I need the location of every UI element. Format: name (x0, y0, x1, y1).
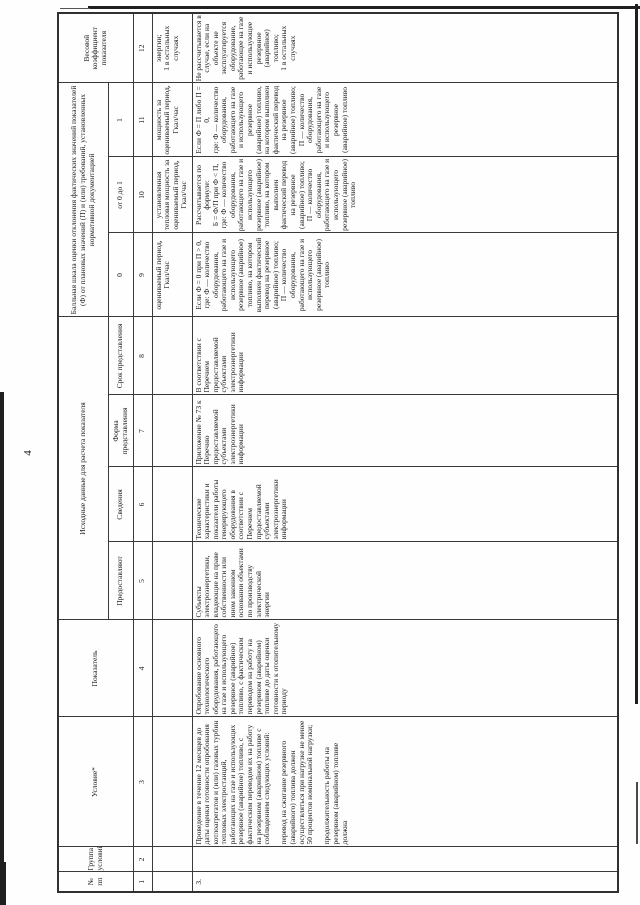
col11-header: 1 (108, 82, 133, 157)
scan-edge-right-line-lower (636, 782, 638, 844)
col5-header: Предоставляют (108, 542, 133, 620)
row3-form-cell: Приложение № 73 к Перечню предоставляемо… (192, 395, 618, 467)
row3-condition-group-cell (192, 847, 618, 872)
col8-header: Срок представления (108, 316, 133, 395)
row3-score-0-cell: Если Ф = 0 при П > 0, где: Ф — количеств… (192, 232, 618, 317)
row3-number-cell: 3. (192, 872, 618, 892)
row3-score-0to1-cell: Рассчитывается по формуле: Б = Ф/П при Ф… (192, 156, 618, 233)
row-3: 3. Проведение в течение 12 месяцев до да… (192, 12, 618, 892)
row2-col11-cell: мощность за оцениваемый период, Гкал/час (152, 82, 192, 157)
row3-information-cell: Технические характеристики и показатели … (192, 467, 618, 542)
row2-col2-cell (152, 847, 192, 872)
group-header-source-data: Исходные данные для расчета показателя (58, 316, 108, 620)
row2-col4-cell (152, 620, 192, 717)
col1-header: № пп (58, 872, 133, 892)
readiness-assessment-table: № пп Группа условий* Условие* Показатель… (57, 11, 619, 893)
column-numbers-row: 1 2 3 4 5 6 7 8 9 10 11 12 (133, 12, 152, 892)
group-header-score-scale: Балльная шкала оценки отклонения фактиче… (58, 82, 108, 317)
col3-number: 3 (133, 717, 152, 847)
col2-number: 2 (133, 847, 152, 872)
col2-header: Группа условий* (58, 847, 133, 872)
col8-number: 8 (133, 316, 152, 395)
row2-col9-cell: оцениваемый период, Гкал/час (152, 232, 192, 317)
row3-provider-cell: Субъекты электроэнерге­тики, владеющие н… (192, 542, 618, 620)
col12-number: 12 (133, 12, 152, 83)
row2-col12-cell: энергии; 1 в остальных случаях (152, 12, 192, 83)
col7-header: Форма представления (108, 395, 133, 467)
row2-col10-cell: установленная тепловая мощность за оцени… (152, 156, 192, 233)
row3-weight-cell: Не рассчитывает­ся в случае, если на объ… (192, 12, 618, 83)
row-2-continuation: оцениваемый период, Гкал/час установленн… (152, 12, 192, 892)
col6-header: Сведения (108, 467, 133, 542)
row3-deadline-cell: В соответствии с Перечнем предоставляемо… (192, 316, 618, 395)
row2-col7-cell (152, 395, 192, 467)
row2-col5-cell (152, 542, 192, 620)
col4-header: Показатель (58, 620, 133, 717)
row3-condition-cell: Проведение в течение 12 месяцев до даты … (192, 717, 618, 847)
col7-number: 7 (133, 395, 152, 467)
row3-score-1-cell: Если Ф = П либо П = 0, где: Ф — количест… (192, 82, 618, 157)
col9-header: 0 (108, 232, 133, 317)
col3-header: Условие* (58, 717, 133, 847)
col12-header: Весовой коэффициент показателя (58, 12, 133, 83)
header-row-groups: № пп Группа условий* Условие* Показатель… (58, 12, 133, 892)
row2-col1-cell (152, 872, 192, 892)
scan-edge-top-line-faint (60, 8, 90, 9)
page-number: 4 (22, 450, 34, 456)
col1-number: 1 (133, 872, 152, 892)
scan-edge-left-line (0, 392, 4, 905)
col9-number: 9 (133, 232, 152, 317)
col10-number: 10 (133, 156, 152, 233)
scan-edge-bottom-left-mark (0, 862, 6, 905)
row3-indicator-cell: Опробование основного технологического о… (192, 620, 618, 717)
col6-number: 6 (133, 467, 152, 542)
row2-col8-cell (152, 316, 192, 395)
row2-col6-cell (152, 467, 192, 542)
col4-number: 4 (133, 620, 152, 717)
col10-header: от 0 до 1 (108, 156, 133, 233)
scan-edge-right-line (635, 4, 638, 704)
scan-edge-top-line (88, 6, 640, 9)
col5-number: 5 (133, 542, 152, 620)
col11-number: 11 (133, 82, 152, 157)
row2-col3-cell (152, 717, 192, 847)
